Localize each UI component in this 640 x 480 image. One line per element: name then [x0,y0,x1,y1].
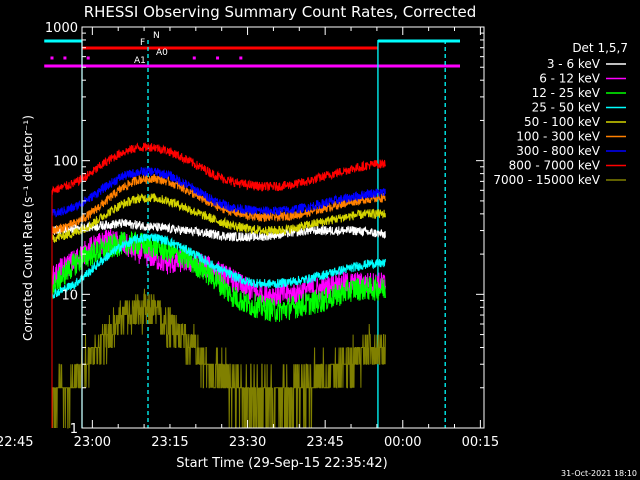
flag-label-n: N [153,31,160,41]
footer-timestamp: 31-Oct-2021 18:10 [561,469,637,478]
y-tick-label-1000: 1000 [45,21,78,36]
flag-a0-point-2 [86,56,90,60]
series-line-800-7000-kev [51,142,386,428]
x-axis-label: Start Time (29-Sep-15 22:35:42) [176,456,387,471]
legend-label-800-7000-kev: 800 - 7000 keV [509,159,601,173]
legend-label-50-100-kev: 50 - 100 keV [524,115,601,129]
legend-label-25-50-kev: 25 - 50 keV [532,101,601,115]
y-tick-label-10: 10 [61,288,78,303]
flag-bars: NF A0 A1 [44,31,460,68]
y-axis-label: Corrected Count Rate (s⁻¹ detector⁻¹) [21,115,35,341]
chart-title: RHESSI Observing Summary Count Rates, Co… [84,3,477,21]
flag-a0-point-1 [63,56,67,60]
plot-frame [81,26,485,429]
legend-label-300-800-kev: 300 - 800 keV [516,144,600,158]
flag-label-a1: A1 [134,56,146,66]
x-tick-label-2345: 23:45 [306,435,343,450]
flag-a0-point-5 [239,56,243,60]
legend-label-100-300-kev: 100 - 300 keV [516,130,600,144]
flag-a0-point-3 [192,56,196,60]
y-tick-label-100: 100 [53,155,78,170]
legend-label-7000-15000-kev: 7000 - 15000 keV [493,173,600,187]
legend-label-3-6-kev: 3 - 6 keV [547,57,601,71]
legend-label-12-25-kev: 12 - 25 keV [532,86,601,100]
x-tick-label-2300: 23:00 [74,435,111,450]
flag-label-f: F [140,38,145,48]
flag-a0-point-4 [216,56,220,60]
legend-label-6-12-kev: 6 - 12 keV [539,72,601,86]
series-group [51,142,386,429]
y-tick-label-1: 1 [70,422,78,437]
x-tick-label-0015: 00:15 [462,435,499,450]
flag-label-a0: A0 [156,48,168,58]
legend-title: Det 1,5,7 [572,41,628,55]
axes: 1 10 100 1000 22:45 23:00 23:15 23:30 23:45 00:00… [0,21,499,450]
x-tick-label-0000: 00:00 [384,435,421,450]
x-tick-label-2330: 23:30 [229,435,266,450]
x-tick-label-2315: 23:15 [151,435,188,450]
x-tick-label-2245: 22:45 [0,435,33,450]
flag-a0-point-0 [50,56,54,60]
